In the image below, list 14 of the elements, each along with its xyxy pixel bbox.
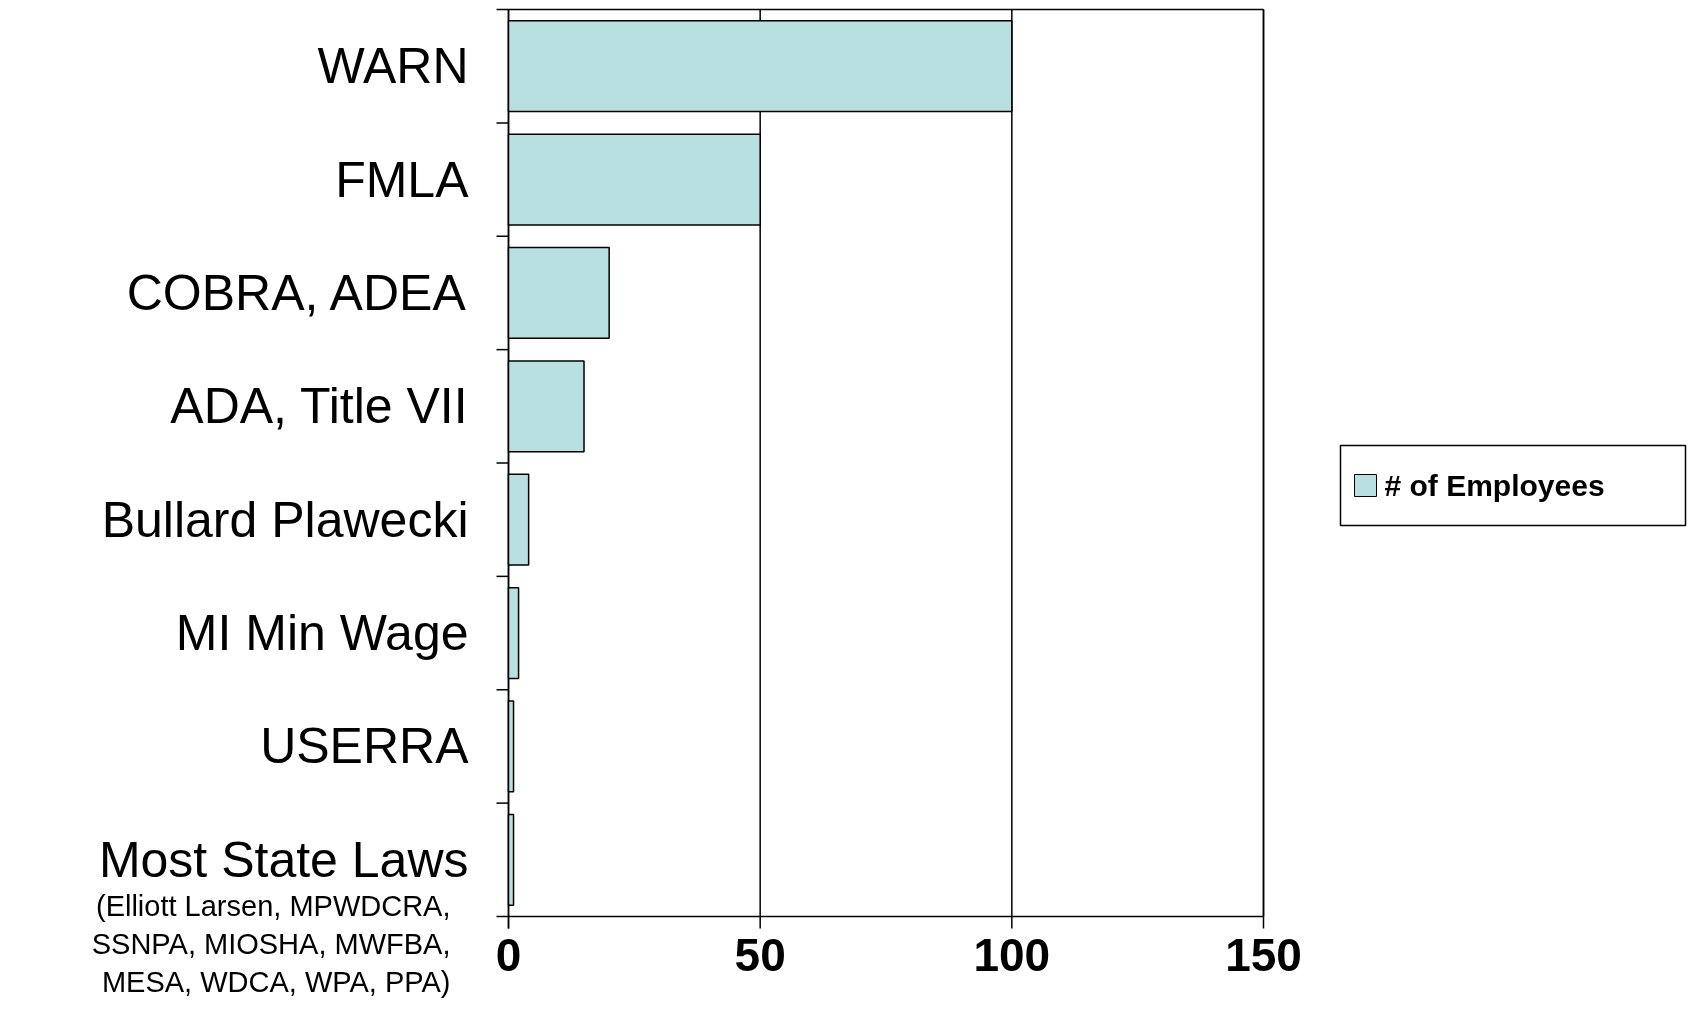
y-tick-label: WARN [317, 38, 469, 95]
x-tick-label: 50 [734, 928, 786, 981]
y-tick-label: ADA, Title VII [170, 378, 468, 435]
legend-label: # of Employees [1384, 469, 1605, 502]
y-tick-label: Most State Laws [98, 831, 469, 888]
y-tick-label: USERRA [260, 718, 470, 775]
y-tick-label: MI Min Wage [175, 605, 469, 662]
text: (Elliott Larsen, MPWDCRA, SSNPA, MIOSHA, MWFBA, MESA, WDCA, WPA, PPA) [91, 889, 451, 998]
y-tick-label: COBRA, ADEA [126, 264, 467, 321]
x-tick-label: 150 [1225, 928, 1302, 981]
x-tick-label: 100 [973, 928, 1051, 981]
y-tick-label: FMLA [335, 151, 470, 208]
x-tick-label: 0 [495, 928, 522, 981]
y-tick-label: Bullard Plawecki [101, 491, 469, 548]
